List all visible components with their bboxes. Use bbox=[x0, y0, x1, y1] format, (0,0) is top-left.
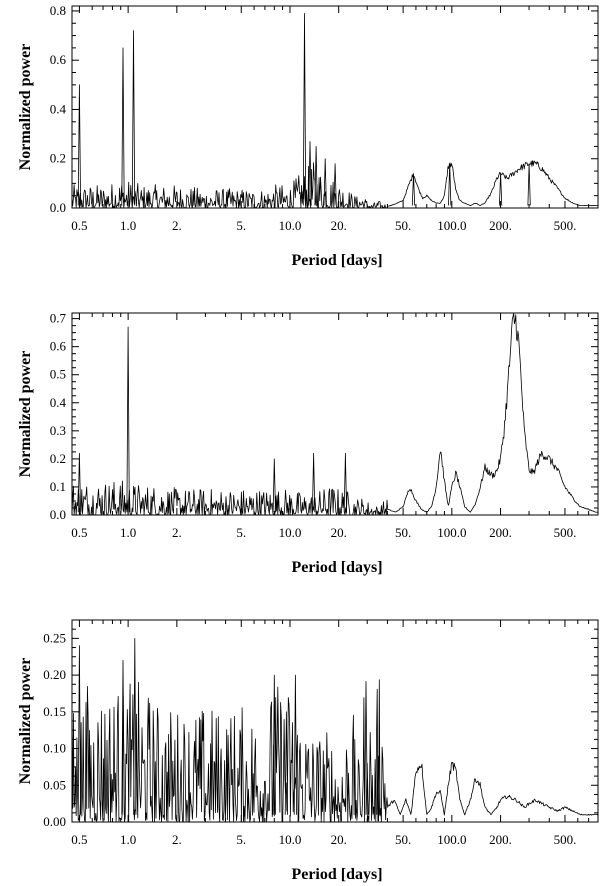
peak-spike bbox=[448, 163, 452, 206]
chart-panel-1: 0.5 1.0 2. 5. 10.0 20. 50. 100.0 200. 500. 0.0 0.2 0… bbox=[17, 3, 599, 269]
x-tick-label: 1.0 bbox=[120, 218, 136, 233]
peak-spike bbox=[343, 452, 347, 513]
peak-spike bbox=[333, 163, 337, 206]
y-tick-label: 0.20 bbox=[43, 667, 66, 682]
x-tick-label: 0.5 bbox=[71, 218, 87, 233]
y-tick-label: 0.0 bbox=[50, 507, 66, 522]
peak-spike bbox=[121, 660, 125, 815]
x-tick-label: 200. bbox=[489, 525, 512, 540]
y-tick-label: 0.2 bbox=[50, 151, 66, 166]
y-tick-label: 0.0 bbox=[50, 200, 66, 215]
x-tick-label: 50. bbox=[395, 832, 411, 847]
x-tick-label: 10.0 bbox=[279, 832, 302, 847]
y-tick-label: 0.6 bbox=[50, 52, 67, 67]
x-tick-label: 50. bbox=[395, 218, 411, 233]
y-tick-label: 0.4 bbox=[50, 101, 67, 116]
y-tick-label: 0.00 bbox=[43, 814, 66, 829]
x-tick-label: 0.5 bbox=[71, 832, 87, 847]
x-tick-label: 5. bbox=[236, 832, 246, 847]
power-spectrum-line bbox=[71, 312, 598, 516]
y-tick-label: 0.7 bbox=[50, 311, 67, 326]
x-tick-label: 1.0 bbox=[120, 832, 136, 847]
y-tick-label: 0.05 bbox=[43, 777, 66, 792]
y-tick-label: 0.15 bbox=[43, 704, 66, 719]
peak-spike bbox=[77, 452, 81, 513]
x-tick-label: 2. bbox=[172, 525, 182, 540]
x-tick-label: 100.0 bbox=[437, 525, 466, 540]
x-tick-label: 5. bbox=[236, 218, 246, 233]
peak-spike bbox=[272, 674, 276, 815]
peak-spike bbox=[376, 755, 380, 815]
peak-spike bbox=[308, 141, 312, 206]
y-tick-label: 0.10 bbox=[43, 741, 66, 756]
y-tick-label: 0.5 bbox=[50, 367, 66, 382]
x-tick-label: 20. bbox=[331, 525, 347, 540]
x-tick-label: 100.0 bbox=[437, 832, 466, 847]
x-axis-label: Period [days] bbox=[291, 866, 382, 883]
x-tick-label: 2. bbox=[172, 832, 182, 847]
x-tick-label: 500. bbox=[554, 832, 577, 847]
peak-spike bbox=[133, 638, 137, 815]
chart-panel-2: 0.5 1.0 2. 5. 10.0 20. 50. 100.0 200. 500. 0.0 0.1 0… bbox=[17, 311, 599, 576]
plot-frame bbox=[71, 5, 599, 209]
x-tick-label: 1.0 bbox=[120, 525, 136, 540]
peak-spike bbox=[126, 326, 130, 513]
y-axis-label: Normalized power bbox=[17, 351, 34, 478]
x-tick-label: 20. bbox=[331, 832, 347, 847]
y-tick-label: 0.1 bbox=[50, 479, 66, 494]
peak-spike bbox=[302, 13, 307, 206]
peak-spike bbox=[284, 711, 288, 815]
x-tick-label: 100.0 bbox=[437, 218, 466, 233]
peak-spike bbox=[527, 163, 531, 206]
peak-spike bbox=[365, 762, 369, 815]
peak-spike bbox=[77, 84, 81, 206]
y-tick-label: 0.25 bbox=[43, 630, 66, 645]
peak-spike bbox=[314, 146, 318, 206]
power-spectrum-line bbox=[71, 160, 598, 209]
peak-spike bbox=[293, 674, 297, 815]
y-tick-label: 0.4 bbox=[50, 395, 67, 410]
peak-spike bbox=[312, 452, 316, 513]
y-axis-label: Normalized power bbox=[17, 44, 34, 171]
y-axis-label: Normalized power bbox=[17, 658, 34, 785]
x-tick-label: 500. bbox=[554, 525, 577, 540]
x-tick-label: 200. bbox=[489, 218, 512, 233]
x-tick-label: 20. bbox=[331, 218, 347, 233]
peak-spike bbox=[272, 458, 276, 513]
plot-frame bbox=[71, 312, 599, 516]
y-tick-label: 0.8 bbox=[50, 3, 66, 18]
y-tick-label: 0.3 bbox=[50, 423, 66, 438]
peak-spike bbox=[499, 173, 503, 206]
x-axis-label: Period [days] bbox=[291, 252, 382, 269]
x-tick-label: 50. bbox=[395, 525, 411, 540]
x-axis-label: Period [days] bbox=[291, 559, 382, 576]
y-tick-label: 0.2 bbox=[50, 451, 66, 466]
x-tick-label: 10.0 bbox=[279, 525, 302, 540]
peak-spike bbox=[121, 47, 125, 206]
peak-spike bbox=[131, 30, 136, 206]
x-tick-label: 2. bbox=[172, 218, 182, 233]
chart-panel-3: 0.5 1.0 2. 5. 10.0 20. 50. 100.0 200. 500. 0.00 0.0… bbox=[17, 619, 599, 883]
peak-spike bbox=[323, 158, 327, 206]
power-spectrum-line bbox=[71, 679, 599, 823]
x-tick-label: 200. bbox=[489, 832, 512, 847]
x-tick-label: 0.5 bbox=[71, 525, 87, 540]
x-tick-label: 10.0 bbox=[279, 218, 302, 233]
peak-spike bbox=[411, 173, 416, 206]
y-tick-label: 0.6 bbox=[50, 339, 67, 354]
peak-spike bbox=[77, 645, 81, 815]
x-tick-label: 5. bbox=[236, 525, 246, 540]
x-tick-label: 500. bbox=[554, 218, 577, 233]
